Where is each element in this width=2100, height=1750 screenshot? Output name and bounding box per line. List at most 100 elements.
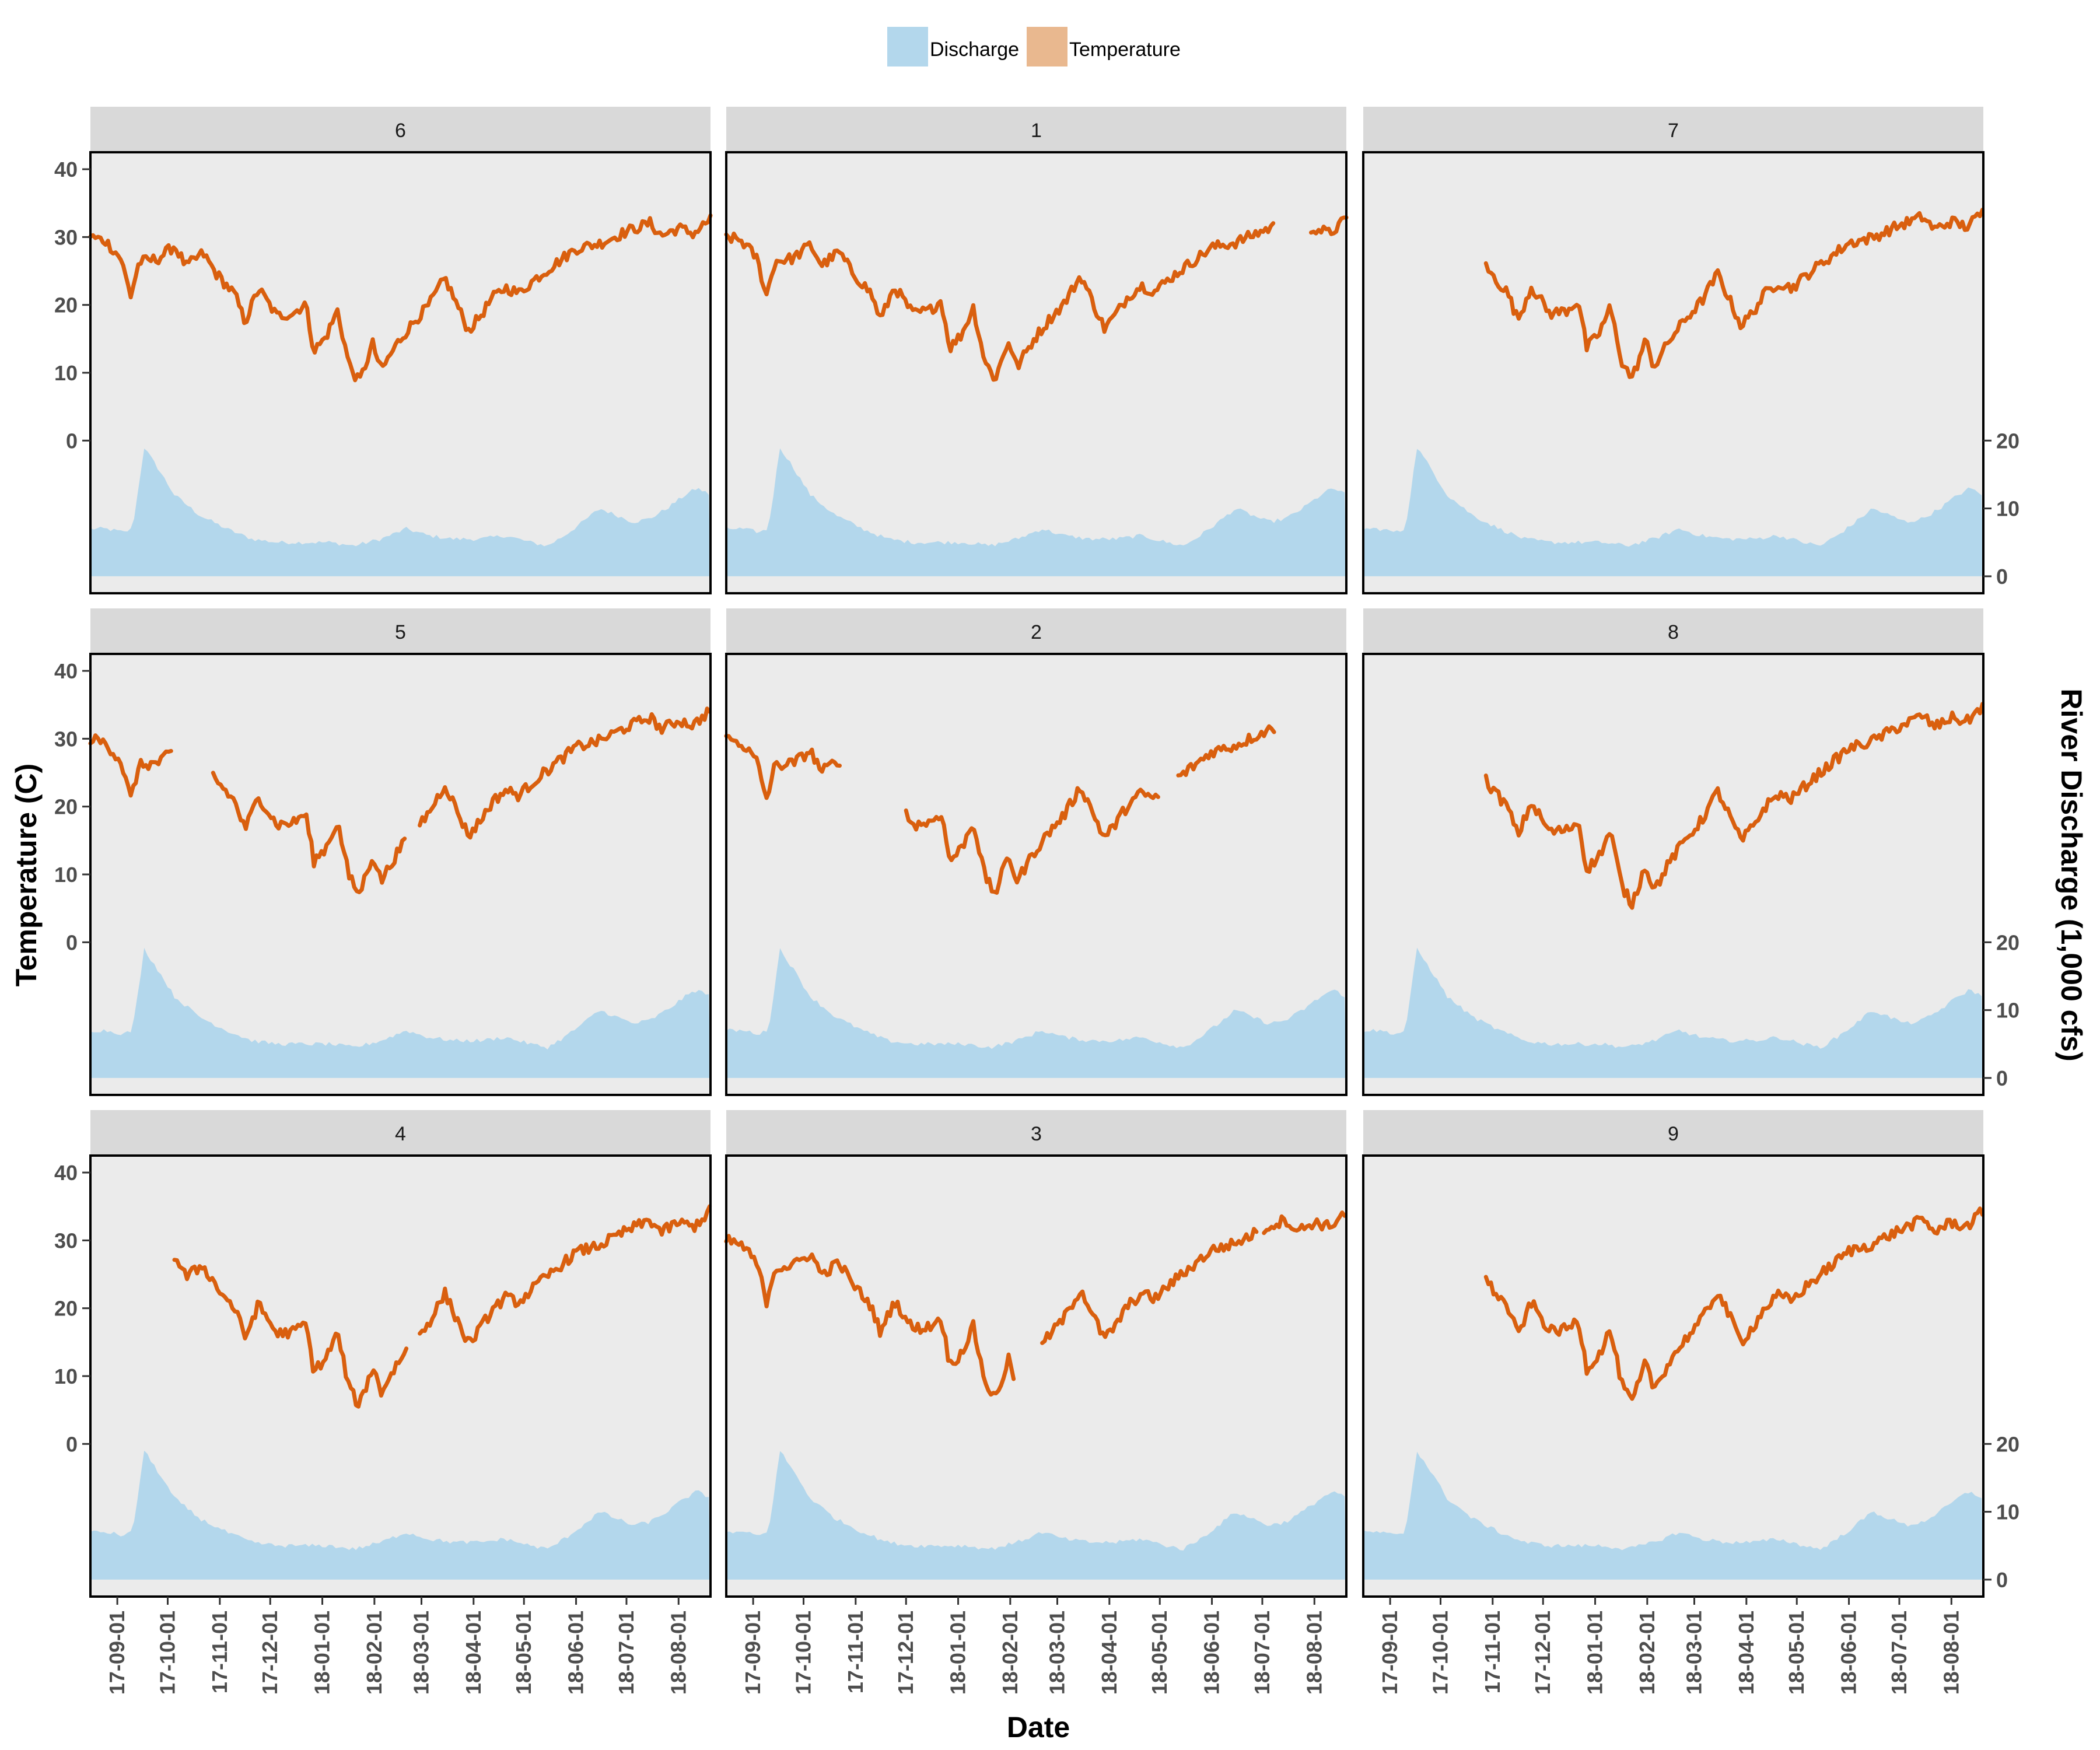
x-tick-label: 18-06-01	[564, 1611, 588, 1695]
x-tick-label: 17-09-01	[1378, 1611, 1402, 1695]
discharge-area	[1363, 449, 1983, 576]
facet-panel: 5 0 10 20 30 40	[54, 608, 712, 1096]
discharge-area	[90, 1450, 710, 1580]
y-left-tick-label: 40	[54, 1161, 78, 1185]
temperature-line	[88, 733, 173, 798]
facet-strip-label: 1	[1031, 120, 1042, 142]
temperature-line	[1176, 724, 1276, 778]
panel-border	[1362, 1154, 1985, 1598]
y-axis-right-title: River Discharge (1,000 cfs)	[2055, 688, 2088, 1061]
facet-panel: 9 0 10 20 17-09-01 17-10-01 17-11-01 17-12-01 18…	[1362, 1110, 2020, 1695]
y-right-tick-label: 20	[1996, 1432, 2020, 1456]
x-tick-label: 18-03-01	[1682, 1611, 1706, 1695]
x-tick-label: 18-04-01	[461, 1611, 485, 1695]
facet-strip	[90, 608, 710, 654]
temperature-line	[1040, 1227, 1259, 1345]
panel-border	[725, 1154, 1348, 1598]
facet-strip-label: 2	[1031, 621, 1042, 643]
y-left-tick-label: 40	[54, 158, 78, 181]
facet-strip-label: 8	[1668, 621, 1679, 643]
x-tick-label: 17-12-01	[258, 1611, 282, 1695]
facet-strip-label: 7	[1668, 120, 1679, 142]
temperature-line	[1309, 215, 1349, 236]
y-right-tick-label: 10	[1996, 1500, 2020, 1524]
panel-border	[725, 653, 1348, 1096]
y-right-tick-label: 10	[1996, 999, 2020, 1023]
x-tick-label: 18-06-01	[1200, 1611, 1224, 1695]
facet-strip	[1363, 107, 1983, 152]
discharge-area	[90, 947, 710, 1078]
legend: Discharge Temperature	[887, 27, 1181, 66]
x-tick-label: 18-04-01	[1734, 1611, 1758, 1695]
facet-strip	[726, 107, 1346, 152]
x-tick-label: 18-02-01	[362, 1611, 386, 1695]
x-tick-label: 17-09-01	[741, 1611, 765, 1695]
y-left-tick-label: 30	[54, 225, 78, 249]
facet-strip	[1363, 608, 1983, 654]
y-left-tick-label: 0	[66, 1432, 78, 1456]
facet-panel: 7 0 10 20	[1362, 107, 2020, 594]
temperature-line	[418, 1204, 712, 1343]
x-tick-label: 18-02-01	[1635, 1611, 1659, 1695]
y-left-tick-label: 20	[54, 1297, 78, 1321]
y-right-tick-label: 20	[1996, 930, 2020, 954]
x-tick-label: 17-10-01	[792, 1611, 816, 1695]
temperature-line	[88, 213, 713, 383]
y-left-tick-label: 20	[54, 795, 78, 819]
facet-strip	[1363, 1110, 1983, 1156]
x-tick-label: 18-05-01	[1784, 1611, 1808, 1695]
y-left-tick-label: 30	[54, 1228, 78, 1252]
y-left-tick-label: 30	[54, 727, 78, 751]
temperature-line	[172, 1258, 409, 1409]
facet-strip	[726, 608, 1346, 654]
y-left-tick-label: 0	[66, 429, 78, 453]
y-left-tick-label: 10	[54, 863, 78, 887]
temperature-line	[1262, 1210, 1347, 1236]
facet-panel: 1	[724, 107, 1349, 594]
x-axis-title: Date	[1007, 1711, 1070, 1744]
x-tick-label: 17-11-01	[844, 1611, 867, 1693]
y-axis-left-title: Temperature (C)	[10, 764, 43, 986]
y-right-tick-label: 0	[1996, 565, 2008, 589]
legend-label-temperature: Temperature	[1069, 38, 1181, 61]
x-tick-label: 18-05-01	[1147, 1611, 1171, 1695]
x-tick-label: 18-07-01	[1250, 1611, 1274, 1695]
temperature-line	[724, 221, 1276, 382]
x-tick-label: 18-01-01	[310, 1611, 334, 1695]
panel-border	[725, 151, 1348, 594]
facet-panel: 3 17-09-01 17-10-01 17-11-01 17-12-01 18-01-0…	[724, 1110, 1348, 1695]
x-tick-label: 18-06-01	[1837, 1611, 1861, 1695]
facet-strip	[726, 1110, 1346, 1156]
legend-key-discharge	[887, 27, 928, 66]
facet-strip-label: 3	[1031, 1123, 1042, 1145]
temperature-line	[211, 771, 407, 894]
x-tick-label: 17-12-01	[894, 1611, 918, 1695]
x-tick-label: 17-10-01	[1429, 1611, 1452, 1695]
temperature-line	[418, 706, 712, 840]
legend-label-discharge: Discharge	[930, 38, 1019, 61]
x-tick-label: 18-07-01	[614, 1611, 638, 1695]
discharge-area	[90, 449, 710, 576]
x-tick-label: 18-03-01	[1045, 1611, 1069, 1695]
x-tick-label: 18-08-01	[1302, 1611, 1326, 1695]
x-tick-label: 17-10-01	[156, 1611, 180, 1695]
temperature-line	[1483, 1206, 1985, 1401]
discharge-area	[1363, 1451, 1983, 1580]
facet-strip-label: 5	[395, 621, 406, 643]
panel-border	[1362, 653, 1985, 1096]
facet-panel: 2	[724, 608, 1348, 1096]
temperature-line	[724, 734, 842, 800]
x-tick-label: 18-02-01	[998, 1611, 1022, 1695]
x-tick-label: 18-07-01	[1887, 1611, 1911, 1695]
legend-key-temperature	[1027, 27, 1068, 66]
x-tick-label: 17-11-01	[208, 1611, 232, 1693]
facet-strip	[90, 107, 710, 152]
discharge-area	[1363, 947, 1983, 1078]
x-tick-label: 18-01-01	[1583, 1611, 1607, 1695]
temperature-line	[904, 786, 1160, 895]
y-right-tick-label: 10	[1996, 497, 2020, 521]
y-left-tick-label: 20	[54, 293, 78, 317]
